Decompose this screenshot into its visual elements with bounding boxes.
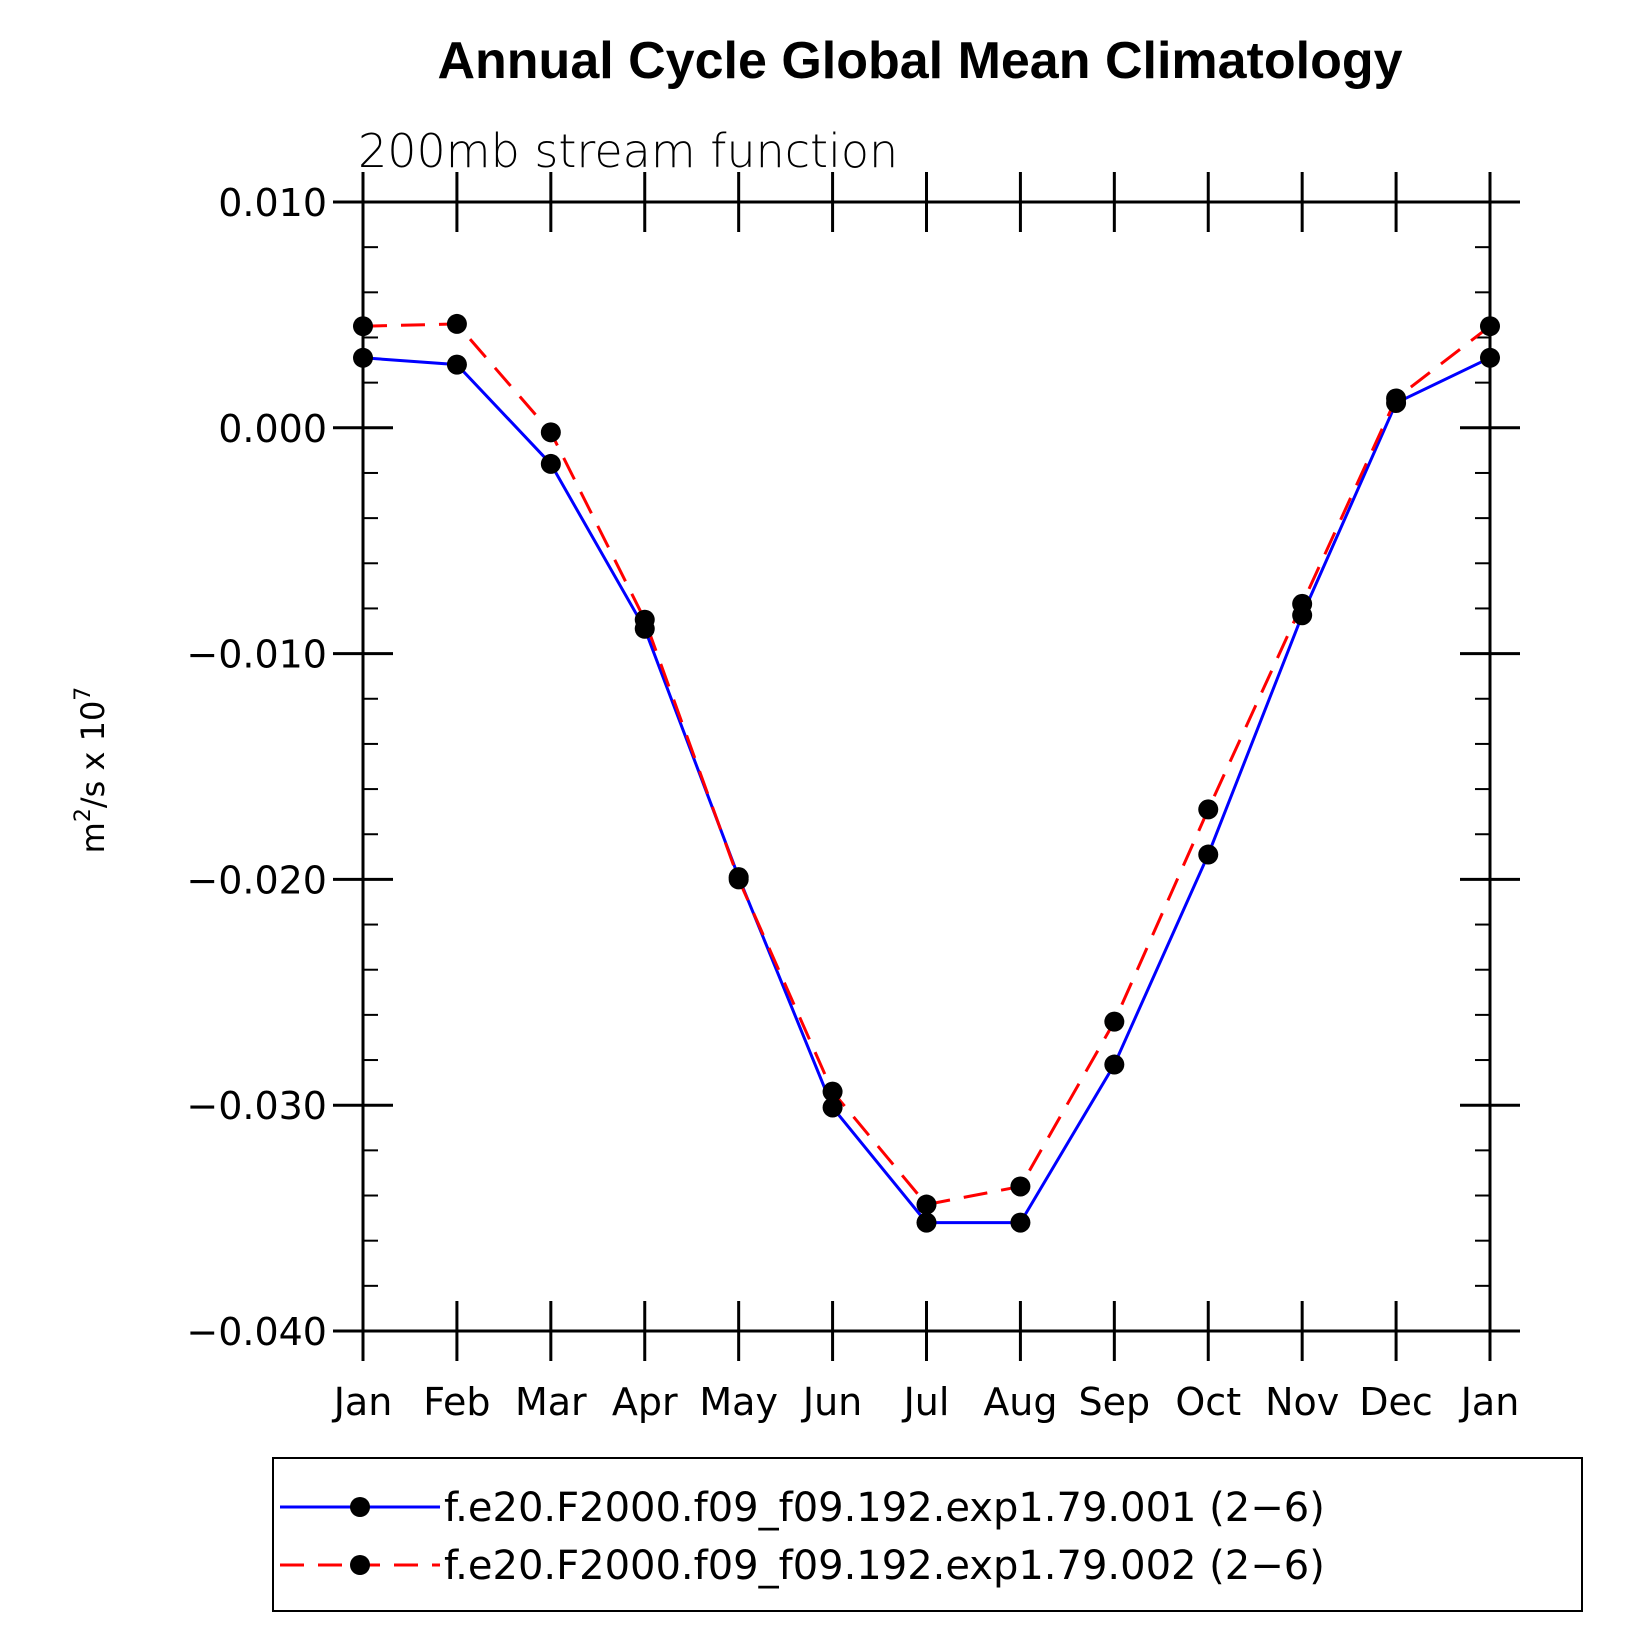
legend-marker [350, 1497, 370, 1517]
data-point [634, 609, 655, 630]
chart-title: Annual Cycle Global Mean Climatology [437, 32, 1402, 90]
y-axis-label-exp2: 7 [71, 687, 96, 701]
chart-subtitle: 200mb stream function [358, 124, 898, 178]
legend-box [272, 1457, 1583, 1612]
series-line [362, 322, 1491, 1207]
x-tick-label: May [699, 1380, 778, 1424]
data-point [1010, 1212, 1031, 1233]
data-point [446, 354, 467, 375]
series-2-markers [353, 313, 1500, 1215]
y-axis-label-exp1: 2 [71, 808, 96, 822]
y-tick-labels: 0.010 0.000 −0.010 −0.020 −0.030 −0.040 [186, 181, 327, 1354]
legend: f.e20.F2000.f09_f09.192.exp1.79.001 (2−6… [272, 1457, 1583, 1612]
series-layer [353, 313, 1500, 1233]
x-tick-label: Aug [983, 1380, 1057, 1424]
x-tick-label: Apr [612, 1380, 678, 1424]
y-tick-label: −0.020 [186, 858, 327, 902]
data-point [540, 422, 561, 443]
x-tick-label: Oct [1175, 1380, 1241, 1424]
x-tick-label: Dec [1359, 1380, 1433, 1424]
x-tick-label: Mar [515, 1380, 587, 1424]
data-point [1104, 1011, 1125, 1032]
data-point [916, 1194, 937, 1215]
x-tick-label: Sep [1079, 1380, 1151, 1424]
data-point [916, 1212, 937, 1233]
x-tick-labels: Jan Feb Mar Apr May Jun Jul Aug Sep Oct Nov Dec Jan [332, 1380, 1520, 1424]
x-tick-label: Jan [1459, 1380, 1520, 1424]
x-tick-label: Jun [801, 1380, 862, 1424]
x-tick-label: Feb [423, 1380, 490, 1424]
y-tick-label: 0.010 [218, 181, 327, 225]
series-1 [362, 356, 1491, 1225]
series-2 [362, 322, 1491, 1207]
data-point [1386, 388, 1407, 409]
y-axis-label-text: m2/s x 107 [71, 687, 112, 854]
series-1-markers [353, 347, 1500, 1233]
axis-ticks [333, 172, 1520, 1361]
x-tick-label: Nov [1265, 1380, 1339, 1424]
legend-item-2: f.e20.F2000.f09_f09.192.exp1.79.002 (2−6… [280, 1543, 1325, 1589]
y-tick-label: 0.000 [218, 407, 327, 451]
data-point [1010, 1176, 1031, 1197]
data-point [353, 347, 373, 368]
y-tick-label: −0.030 [186, 1084, 327, 1128]
x-tick-label: Jul [902, 1380, 950, 1424]
data-point [1480, 347, 1500, 368]
data-point [446, 313, 467, 334]
plot-frame [361, 200, 1492, 1333]
y-axis-label: m2/s x 107 [71, 687, 112, 854]
data-point [353, 316, 373, 337]
data-point [1198, 844, 1219, 865]
data-point [822, 1081, 843, 1102]
y-axis-label-mid: /s x 10 [74, 701, 112, 808]
legend-label: f.e20.F2000.f09_f09.192.exp1.79.001 (2−6… [444, 1485, 1325, 1531]
x-tick-label: Jan [332, 1380, 393, 1424]
legend-label: f.e20.F2000.f09_f09.192.exp1.79.002 (2−6… [444, 1543, 1325, 1589]
y-tick-label: −0.040 [186, 1310, 327, 1354]
data-point [1104, 1054, 1125, 1075]
series-line [362, 356, 1491, 1225]
data-point [540, 453, 561, 474]
y-tick-label: −0.010 [186, 633, 327, 677]
legend-marker [350, 1555, 370, 1575]
y-axis-label-base: m [74, 822, 112, 853]
data-point [822, 1097, 843, 1118]
data-point [1480, 316, 1500, 337]
legend-item-1: f.e20.F2000.f09_f09.192.exp1.79.001 (2−6… [280, 1485, 1325, 1531]
data-point [1292, 593, 1313, 614]
data-point [1198, 799, 1219, 820]
data-point [728, 869, 749, 890]
